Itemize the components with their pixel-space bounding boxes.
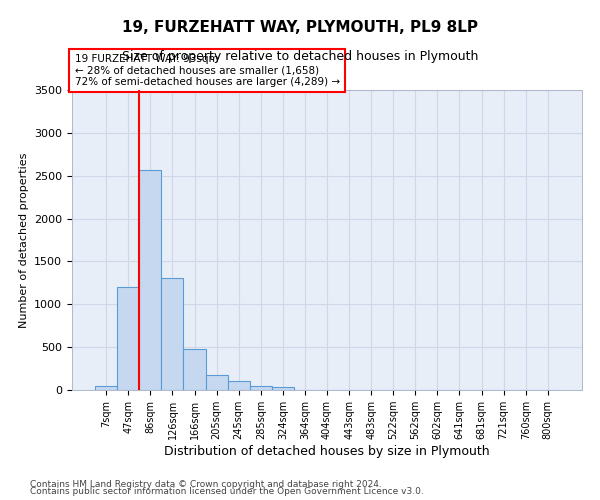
- Y-axis label: Number of detached properties: Number of detached properties: [19, 152, 29, 328]
- Bar: [161, 278, 184, 390]
- X-axis label: Distribution of detached houses by size in Plymouth: Distribution of detached houses by size …: [164, 445, 490, 458]
- Bar: [227, 382, 250, 390]
- Bar: [250, 386, 272, 390]
- Bar: [117, 287, 139, 390]
- Bar: [95, 386, 117, 390]
- Text: 19, FURZEHATT WAY, PLYMOUTH, PL9 8LP: 19, FURZEHATT WAY, PLYMOUTH, PL9 8LP: [122, 20, 478, 35]
- Text: Contains public sector information licensed under the Open Government Licence v3: Contains public sector information licen…: [30, 488, 424, 496]
- Text: Contains HM Land Registry data © Crown copyright and database right 2024.: Contains HM Land Registry data © Crown c…: [30, 480, 382, 489]
- Text: 19 FURZEHATT WAY: 93sqm
← 28% of detached houses are smaller (1,658)
72% of semi: 19 FURZEHATT WAY: 93sqm ← 28% of detache…: [74, 54, 340, 87]
- Bar: [184, 349, 206, 390]
- Bar: [139, 170, 161, 390]
- Bar: [206, 375, 227, 390]
- Bar: [272, 388, 294, 390]
- Text: Size of property relative to detached houses in Plymouth: Size of property relative to detached ho…: [122, 50, 478, 63]
